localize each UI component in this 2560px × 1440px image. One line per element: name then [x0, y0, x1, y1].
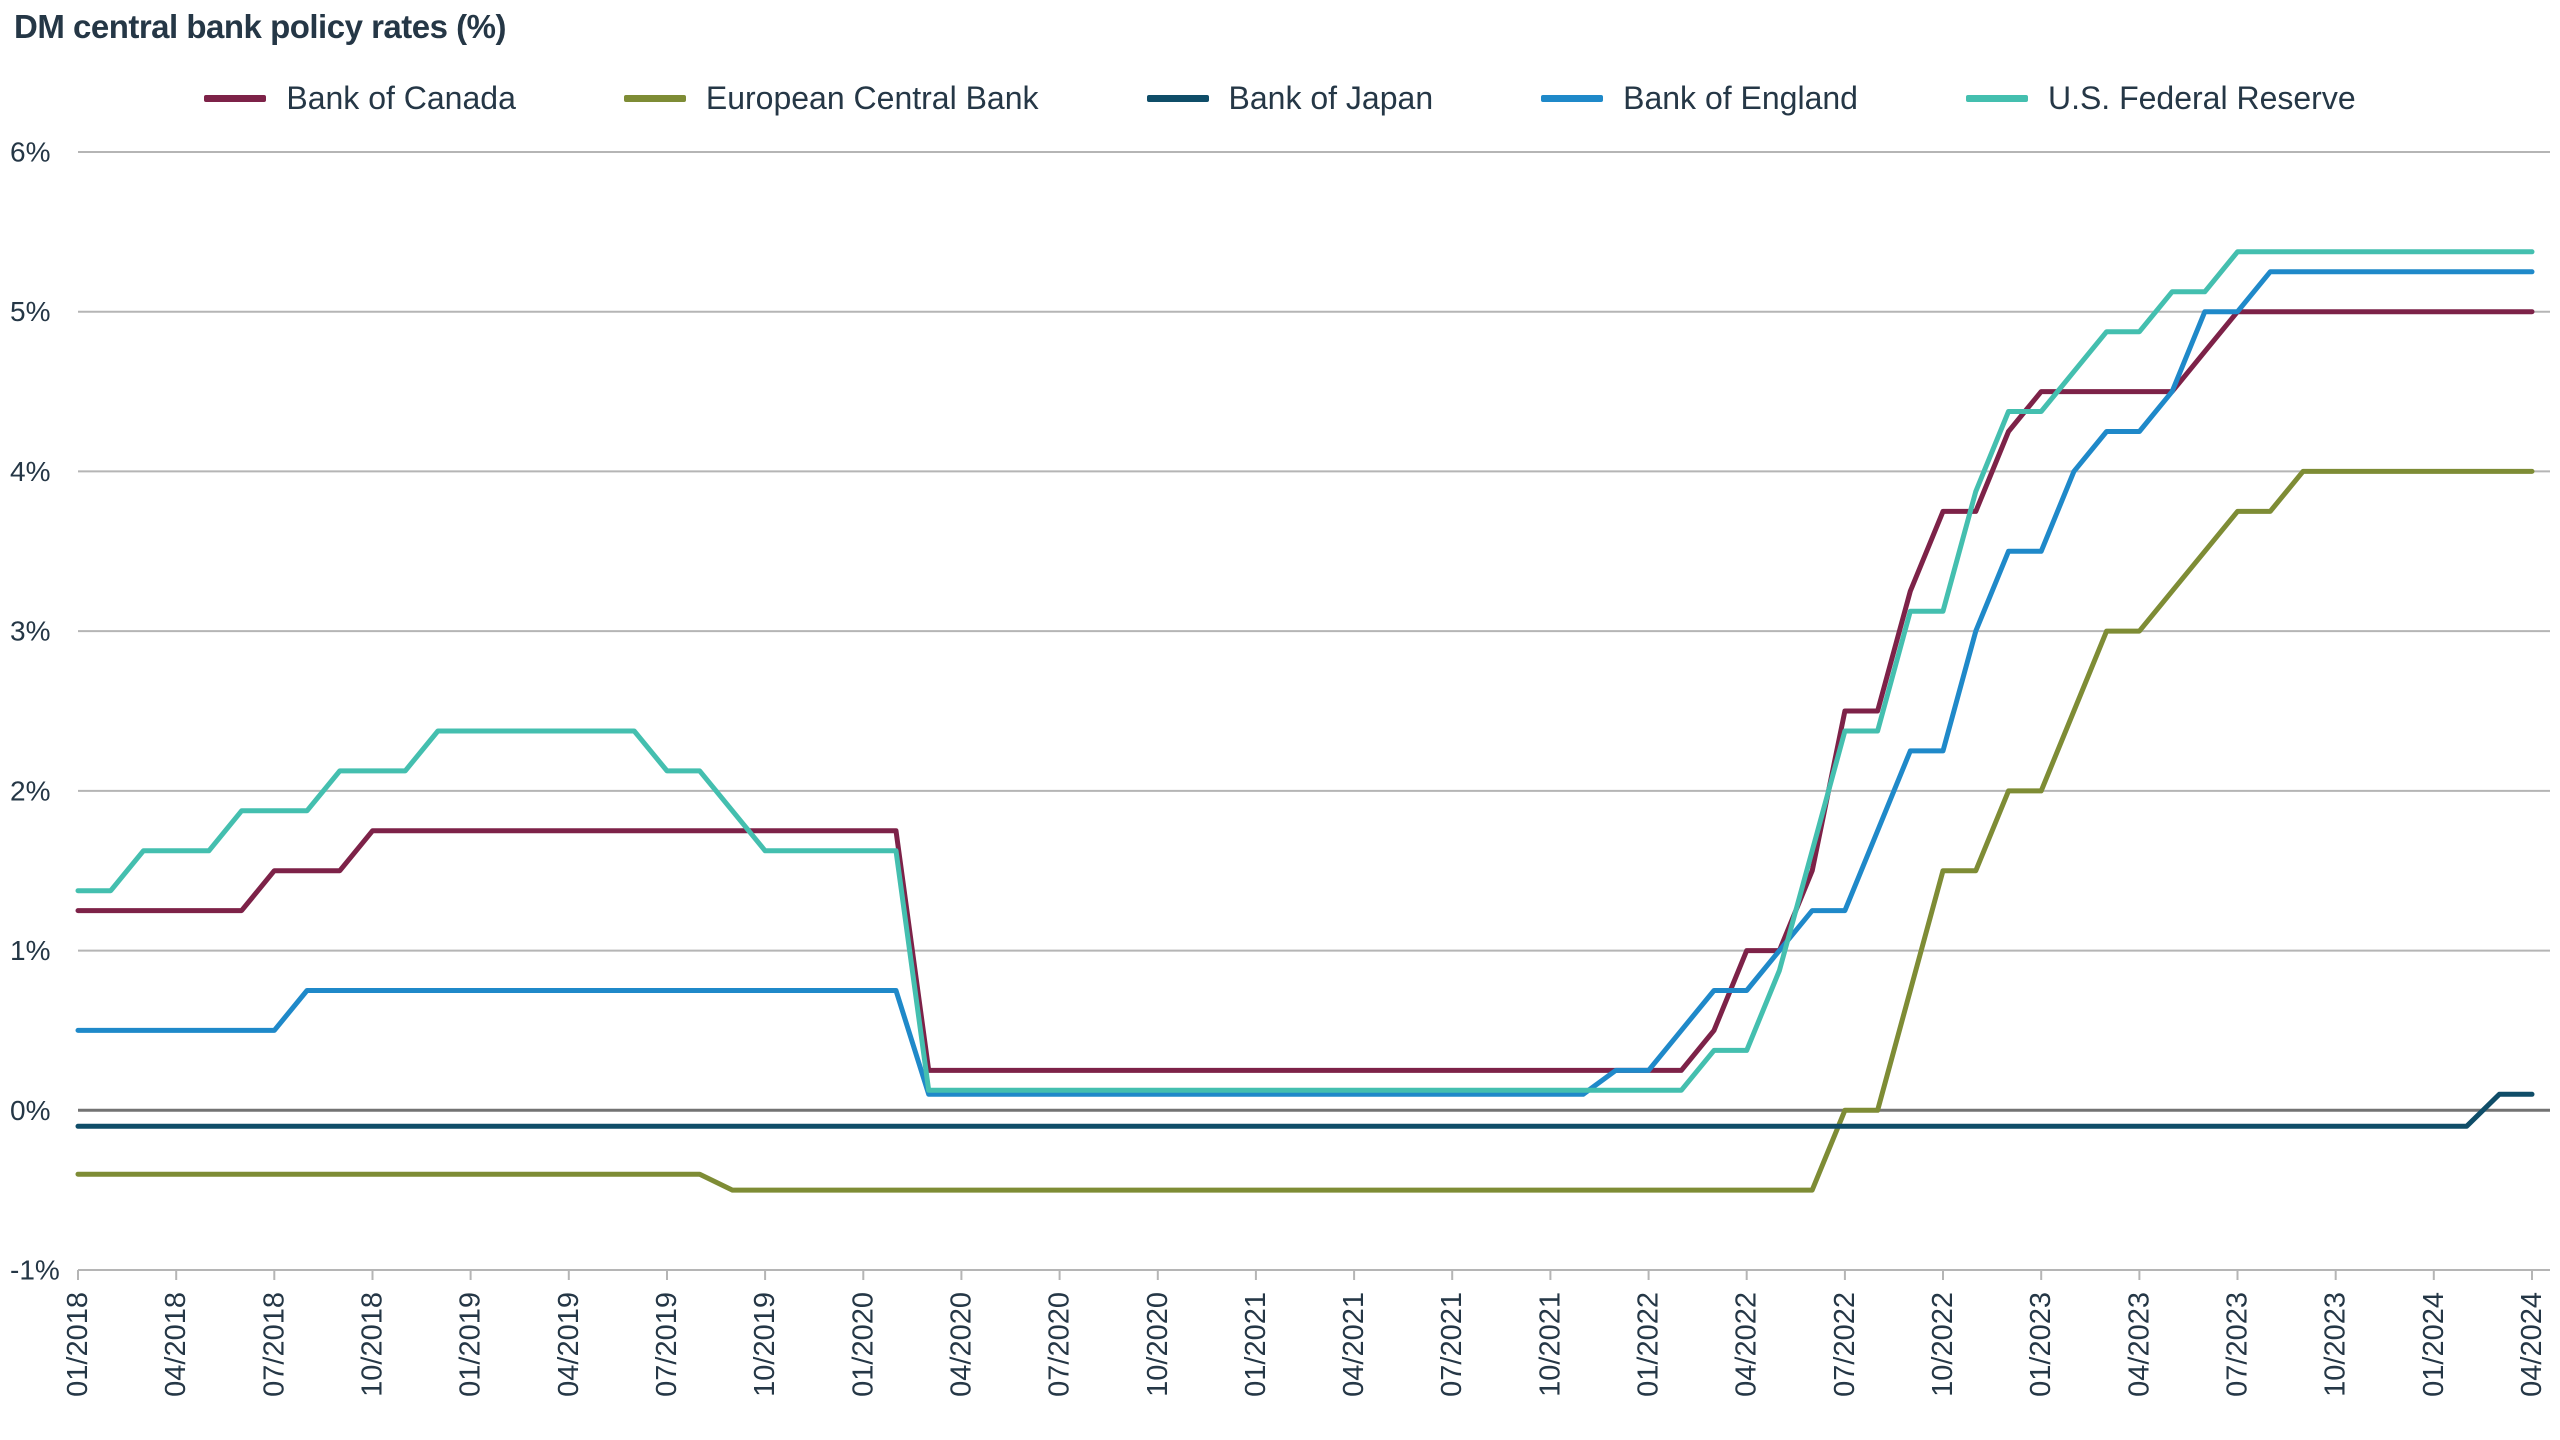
x-axis-tick-label: 07/2021 [1436, 1292, 1468, 1397]
legend-swatch-bank-of-england [1541, 95, 1604, 102]
y-axis-tick-label: 4% [10, 456, 50, 487]
series-line-european-central-bank [75, 468, 2535, 1193]
legend-label-bank-of-canada: Bank of Canada [286, 80, 516, 116]
y-axis-tick-label: 0% [10, 1095, 50, 1126]
x-axis-tick-label: 07/2022 [1829, 1292, 1861, 1397]
x-axis-tick-label: 04/2018 [160, 1292, 192, 1397]
x-axis-tick-label: 01/2022 [1633, 1292, 1665, 1397]
x-axis-tick-label: 01/2020 [847, 1292, 879, 1397]
x-axis-tick-label: 07/2023 [2222, 1292, 2254, 1397]
legend-label-bank-of-england: Bank of England [1623, 80, 1858, 116]
x-axis-tick-label: 10/2021 [1534, 1292, 1566, 1397]
x-axis-tick-label: 07/2019 [651, 1292, 683, 1397]
x-axis-tick-label: 10/2020 [1142, 1292, 1174, 1397]
x-axis-tick-label: 04/2019 [553, 1292, 585, 1397]
legend-label-european-central-bank: European Central Bank [705, 80, 1039, 116]
legend-label-bank-of-japan: Bank of Japan [1228, 80, 1434, 116]
x-axis-tick-label: 04/2020 [945, 1292, 977, 1397]
x-axis-tick-label: 01/2024 [2418, 1292, 2450, 1397]
legend-swatch-us-federal-reserve [1965, 95, 2028, 102]
x-axis-tick-label: 01/2021 [1240, 1292, 1272, 1397]
legend-label-us-federal-reserve: U.S. Federal Reserve [2047, 80, 2356, 116]
x-axis-tick-label: 10/2019 [749, 1292, 781, 1397]
series-line-u-s-federal-reserve [75, 249, 2535, 1093]
y-axis-tick-label: 1% [10, 935, 50, 966]
x-axis-tick-label: 04/2024 [2516, 1292, 2548, 1397]
legend: Bank of Canada European Central Bank Ban… [0, 80, 2560, 117]
series-line-bank-of-canada [75, 309, 2535, 1073]
legend-swatch-bank-of-canada [204, 95, 267, 102]
x-axis-tick-label: 10/2018 [357, 1292, 389, 1397]
y-axis-tick-label: -1% [10, 1255, 60, 1286]
legend-item-european-central-bank: European Central Bank [623, 80, 1039, 117]
x-axis-tick-label: 04/2023 [2123, 1292, 2155, 1397]
legend-item-bank-of-england: Bank of England [1541, 80, 1858, 117]
x-axis-tick-label: 07/2020 [1044, 1292, 1076, 1397]
x-axis-tick-label: 10/2022 [1927, 1292, 1959, 1397]
legend-item-bank-of-canada: Bank of Canada [204, 80, 516, 117]
x-axis-tick-label: 10/2023 [2320, 1292, 2352, 1397]
x-axis-tick-label: 01/2023 [2025, 1292, 2057, 1397]
x-axis-tick-label: 04/2021 [1338, 1292, 1370, 1397]
x-axis-tick-label: 07/2018 [258, 1292, 290, 1397]
legend-item-us-federal-reserve: U.S. Federal Reserve [1965, 80, 2356, 117]
y-axis-tick-label: 6% [10, 137, 50, 168]
y-axis-tick-label: 2% [10, 775, 50, 806]
x-axis-tick-label: 01/2018 [62, 1292, 94, 1397]
legend-item-bank-of-japan: Bank of Japan [1146, 80, 1434, 117]
series-line-bank-of-england [75, 269, 2535, 1097]
series-line-bank-of-japan [75, 1091, 2535, 1129]
x-axis-tick-label: 01/2019 [455, 1292, 487, 1397]
y-axis-tick-label: 5% [10, 296, 50, 327]
y-axis-tick-label: 3% [10, 616, 50, 647]
chart-title: DM central bank policy rates (%) [14, 8, 506, 45]
x-axis-tick-label: 04/2022 [1731, 1292, 1763, 1397]
legend-swatch-bank-of-japan [1146, 95, 1209, 102]
legend-swatch-european-central-bank [623, 95, 686, 102]
